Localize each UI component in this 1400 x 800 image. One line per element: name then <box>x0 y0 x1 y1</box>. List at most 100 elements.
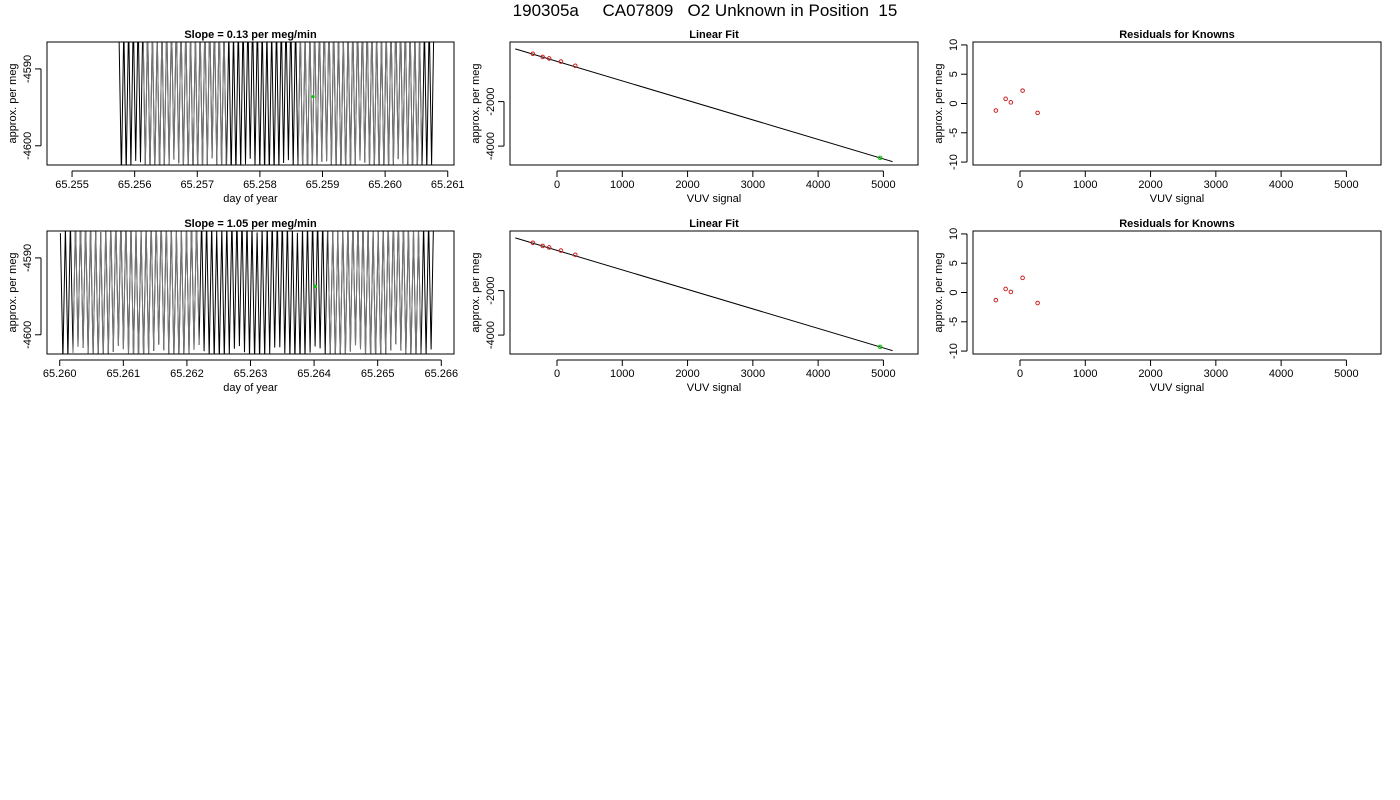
x-tick-label: 3000 <box>741 368 765 380</box>
y-tick-label: -5 <box>948 317 960 327</box>
y-tick-label: -4000 <box>485 321 497 349</box>
plot-area <box>515 48 893 163</box>
x-axis-label: day of year <box>223 382 278 394</box>
x-tick-label: 1000 <box>610 368 634 380</box>
y-axis-label: approx. per meg <box>933 252 945 332</box>
residual-point <box>1020 275 1025 281</box>
known-point <box>530 51 536 57</box>
panel-2: Linear Fit 0 1000 2000 3000 4000 5000 VUV signa… <box>470 29 919 205</box>
residual-point <box>1003 286 1008 292</box>
plot-frame <box>46 41 455 166</box>
known-point <box>540 54 545 60</box>
x-tick-label: 65.260 <box>368 179 402 191</box>
plot-frame <box>509 41 919 166</box>
y-tick-label: 5 <box>948 260 960 266</box>
x-tick-label: 65.266 <box>424 368 458 380</box>
residual-point <box>1035 110 1040 116</box>
x-tick-label: 65.263 <box>234 368 268 380</box>
x-tick-label: 4000 <box>806 368 830 380</box>
x-tick-label: 1000 <box>1073 368 1097 380</box>
panel-title: Slope = 1.05 per meg/min <box>184 218 317 230</box>
known-point <box>546 56 552 61</box>
x-tick-label: 5000 <box>871 179 895 191</box>
x-tick-label: 65.258 <box>243 179 277 191</box>
plot-area <box>59 231 434 354</box>
x-tick-label: 65.262 <box>170 368 204 380</box>
y-axis-label: approx. per meg <box>470 63 482 143</box>
x-tick-label: 0 <box>554 179 560 191</box>
x-axis-label: VUV signal <box>687 193 741 205</box>
y-tick-label: 10 <box>948 228 960 240</box>
unknown-point <box>313 284 317 288</box>
known-point <box>558 248 564 253</box>
known-point <box>572 252 578 258</box>
y-axis-label: approx. per meg <box>7 252 19 332</box>
plot-area <box>993 88 1040 116</box>
residual-point <box>1008 100 1014 105</box>
page-title: 190305a CA07809 O2 Unknown in Position 1… <box>512 1 898 20</box>
panel-title: Residuals for Knowns <box>1119 29 1235 41</box>
x-tick-label: 65.264 <box>297 368 331 380</box>
panel-1: Slope = 0.13 per meg/min 65.255 65.256 65.2… <box>7 29 465 205</box>
y-tick-label: -4600 <box>22 132 34 160</box>
x-tick-label: 4000 <box>806 179 830 191</box>
fit-line <box>515 48 893 163</box>
x-tick-label: 0 <box>1017 179 1023 191</box>
known-point <box>540 243 545 249</box>
x-tick-label: 0 <box>554 368 560 380</box>
panel-title: Linear Fit <box>689 29 739 41</box>
y-tick-label: -2000 <box>485 277 497 305</box>
x-tick-label: 1000 <box>1073 179 1097 191</box>
signal-line-gray <box>72 231 200 354</box>
y-tick-label: -4600 <box>22 321 34 349</box>
signal-line-gray <box>142 42 227 165</box>
x-axis-label: day of year <box>223 193 278 205</box>
plot-frame <box>972 230 1382 355</box>
x-tick-label: 3000 <box>1204 368 1228 380</box>
y-tick-label: -5 <box>948 128 960 138</box>
plot-area <box>993 275 1040 306</box>
residual-point <box>1020 88 1025 93</box>
y-tick-label: 0 <box>948 100 960 106</box>
x-tick-label: 0 <box>1017 368 1023 380</box>
x-tick-label: 2000 <box>675 368 699 380</box>
y-axis-label: approx. per meg <box>470 252 482 332</box>
panel-6: Residuals for Knowns 0 1000 2000 3000 4000 500… <box>933 218 1382 394</box>
plot-area <box>515 237 893 352</box>
x-tick-label: 2000 <box>1138 179 1162 191</box>
y-tick-label: 10 <box>948 39 960 51</box>
residual-point <box>1035 300 1040 306</box>
y-tick-label: -10 <box>948 343 960 359</box>
x-tick-label: 2000 <box>675 179 699 191</box>
y-tick-label: -4590 <box>22 55 34 83</box>
residual-point <box>993 297 999 303</box>
panel-4: Slope = 1.05 per meg/min 65.260 65.261 65.2… <box>7 218 458 394</box>
y-tick-label: 0 <box>948 289 960 295</box>
fit-line <box>515 237 893 352</box>
x-tick-label: 4000 <box>1269 368 1293 380</box>
known-point <box>572 63 578 69</box>
plot-frame <box>509 230 919 355</box>
known-point <box>558 59 564 64</box>
x-tick-label: 65.255 <box>55 179 89 191</box>
y-tick-label: -2000 <box>485 88 497 116</box>
y-tick-label: -4000 <box>485 132 497 160</box>
y-tick-label: -4590 <box>22 244 34 272</box>
panel-3: Residuals for Knowns 0 1000 2000 3000 4000 500… <box>933 29 1382 205</box>
y-tick-label: 5 <box>948 71 960 77</box>
plot-frame <box>46 230 455 355</box>
y-axis-label: approx. per meg <box>7 63 19 143</box>
unknown-point <box>877 344 883 350</box>
panel-title: Slope = 0.13 per meg/min <box>184 29 317 41</box>
y-tick-label: -10 <box>948 154 960 170</box>
signal-line-gray <box>297 42 423 165</box>
unknown-point <box>877 155 883 161</box>
y-axis-label: approx. per meg <box>933 63 945 143</box>
x-tick-label: 4000 <box>1269 179 1293 191</box>
x-tick-label: 5000 <box>1334 368 1358 380</box>
x-tick-label: 65.259 <box>306 179 340 191</box>
known-point <box>530 240 536 246</box>
panel-title: Residuals for Knowns <box>1119 218 1235 230</box>
residual-point <box>993 108 999 113</box>
